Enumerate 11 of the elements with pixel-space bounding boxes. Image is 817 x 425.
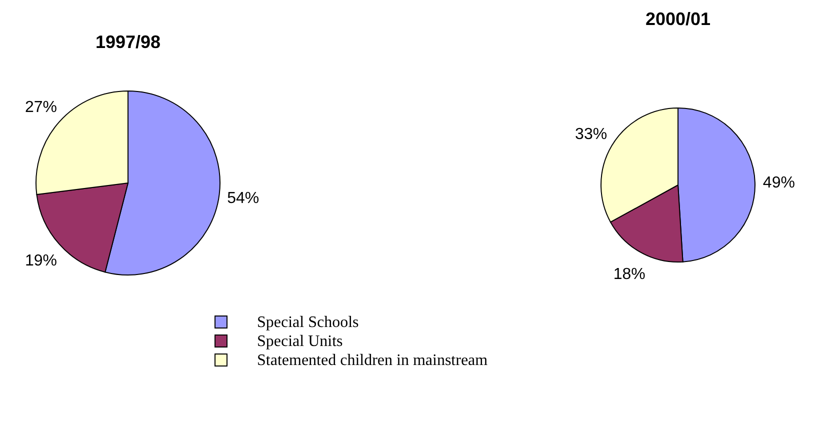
- legend-label: Statemented children in mainstream: [257, 352, 488, 369]
- data-label: 27%: [24, 98, 58, 116]
- data-label: 49%: [762, 174, 795, 192]
- legend-label: Special Units: [257, 333, 343, 350]
- chart-title: 2000/01: [645, 9, 711, 29]
- data-label: 18%: [613, 266, 646, 284]
- chart-title: 1997/98: [95, 32, 161, 52]
- legend-label: Special Schools: [257, 314, 359, 331]
- data-label: 33%: [575, 126, 608, 144]
- data-label: 19%: [24, 252, 58, 270]
- data-label: 54%: [227, 190, 260, 208]
